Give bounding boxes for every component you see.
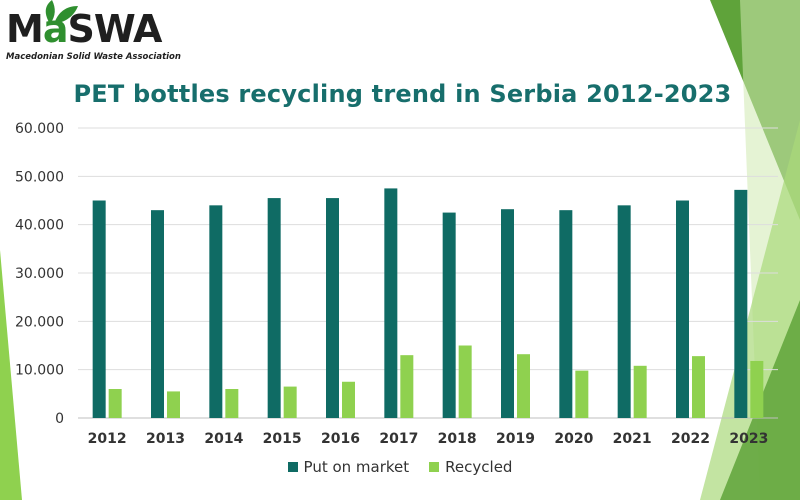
chart-legend: Put on market Recycled — [0, 458, 800, 476]
bar-put-on-market — [326, 198, 339, 418]
x-tick-label: 2018 — [438, 431, 477, 447]
legend-label-recycled: Recycled — [445, 458, 513, 476]
x-tick-label: 2016 — [321, 431, 360, 447]
bar-put-on-market — [734, 189, 748, 418]
bar-recycled — [692, 356, 705, 418]
x-tick-label: 2017 — [379, 431, 418, 447]
bar-put-on-market — [209, 205, 223, 418]
y-tick-label: 0 — [55, 411, 64, 427]
x-tick-label: 2021 — [613, 431, 652, 447]
y-tick-label: 40.000 — [15, 218, 64, 234]
bar-recycled — [225, 389, 239, 418]
bar-recycled — [575, 370, 589, 418]
logo-text-swa: SWA — [67, 7, 162, 51]
bar-put-on-market — [617, 205, 631, 418]
bar-put-on-market — [151, 210, 164, 418]
bar-recycled — [283, 386, 297, 418]
chart-title: PET bottles recycling trend in Serbia 20… — [73, 80, 732, 108]
x-tick-label: 2023 — [729, 431, 768, 447]
bar-put-on-market — [92, 200, 106, 418]
logo-subtitle: Macedonian Solid Waste Association — [6, 52, 181, 62]
bar-put-on-market — [559, 210, 573, 418]
y-tick-label: 30.000 — [15, 266, 64, 282]
y-tick-label: 20.000 — [15, 314, 64, 330]
bar-recycled — [167, 391, 180, 418]
x-tick-label: 2015 — [263, 431, 302, 447]
legend-item-put-on-market: Put on market — [287, 458, 410, 476]
masswa-logo: MaSWA Macedonian Solid Waste Association — [4, 0, 194, 70]
bar-put-on-market — [676, 200, 689, 418]
bar-put-on-market — [501, 209, 514, 418]
x-tick-label: 2013 — [146, 431, 185, 447]
logo-text-a: a — [42, 7, 69, 51]
y-tick-label: 50.000 — [15, 169, 64, 185]
y-tick-label: 10.000 — [15, 363, 64, 379]
leaf-icon — [45, 0, 78, 24]
bar-recycled — [517, 354, 530, 418]
deco-triangle-left — [0, 250, 22, 500]
x-tick-label: 2012 — [88, 431, 127, 447]
bar-recycled — [750, 360, 764, 418]
bar-recycled — [108, 389, 122, 418]
bar-put-on-market — [267, 198, 281, 418]
x-tick-label: 2020 — [554, 431, 593, 447]
bar-put-on-market — [442, 212, 456, 418]
bar-recycled — [458, 345, 472, 418]
bar-recycled — [400, 355, 414, 418]
bar-recycled — [633, 365, 647, 418]
bar-put-on-market — [384, 188, 398, 418]
legend-swatch-recycled — [429, 462, 440, 472]
legend-item-recycled: Recycled — [429, 458, 512, 476]
x-tick-label: 2019 — [496, 431, 535, 447]
x-tick-label: 2014 — [204, 431, 243, 447]
x-tick-label: 2022 — [671, 431, 710, 447]
y-tick-label: 60.000 — [15, 121, 64, 137]
logo-wordmark: MaSWA — [6, 7, 162, 51]
bar-recycled — [342, 381, 355, 418]
legend-swatch-put-on-market — [287, 462, 298, 472]
legend-label-put-on-market: Put on market — [303, 458, 410, 476]
logo-text-m: M — [6, 7, 44, 51]
